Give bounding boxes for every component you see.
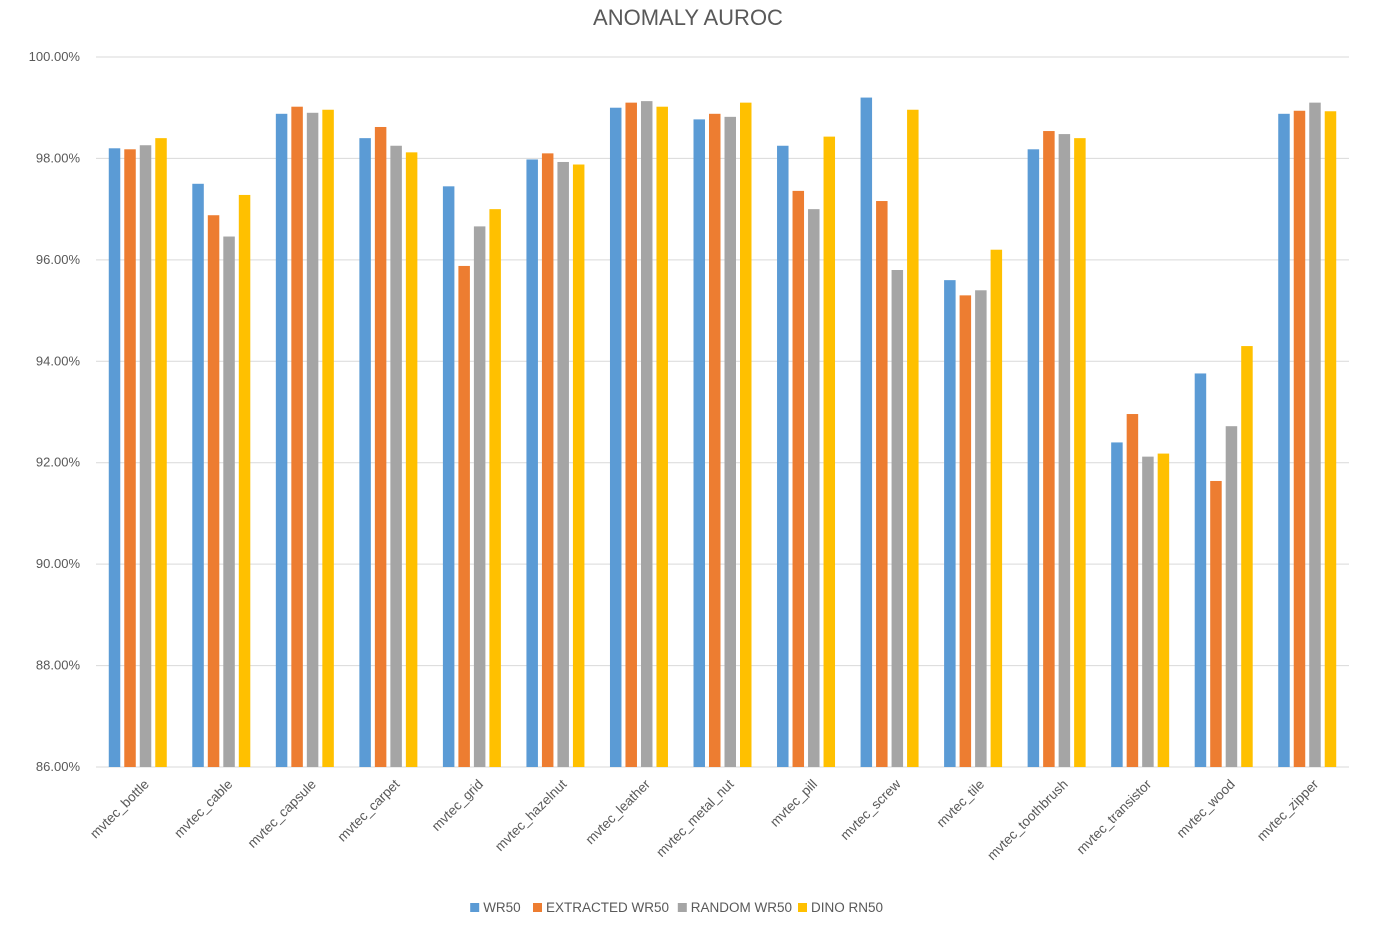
bar-wr50-mvtec_hazelnut [526, 159, 538, 767]
bar-random-wr50-mvtec_leather [640, 101, 653, 767]
bar-extracted-wr50-mvtec_leather [625, 102, 637, 767]
bar-wr50-mvtec_capsule [275, 113, 288, 768]
y-axis-ticks: 86.00% 88.00% 90.00% 92.00% 94.00% 96.00% 98.0… [29, 49, 81, 774]
x-tick-label: mvtec_tile [934, 777, 988, 831]
bar-random-wr50-mvtec_screw [891, 270, 904, 767]
bar-random-wr50-mvtec_bottle [139, 145, 152, 767]
legend-swatch [798, 903, 807, 912]
bar-wr50-mvtec_zipper [1278, 113, 1290, 768]
bar-dino-rn50-mvtec_grid [489, 209, 501, 768]
bar-random-wr50-mvtec_toothbrush [1058, 134, 1071, 768]
bar-wr50-mvtec_transistor [1111, 442, 1123, 767]
legend-swatch [677, 903, 687, 912]
bar-dino-rn50-mvtec_bottle [155, 138, 167, 768]
x-tick-label: mvtec_hazelnut [492, 776, 570, 854]
y-tick-label: 98.00% [36, 150, 81, 165]
x-tick-label: mvtec_metal_nut [653, 776, 736, 859]
x-tick-label: mvtec_cable [171, 777, 235, 841]
gridlines [96, 56, 1349, 768]
bar-random-wr50-mvtec_metal_nut [724, 116, 736, 768]
bar-extracted-wr50-mvtec_metal_nut [709, 113, 721, 768]
x-tick-label: mvtec_pill [767, 777, 820, 830]
x-tick-label: mvtec_zipper [1254, 776, 1322, 844]
bar-dino-rn50-mvtec_tile [990, 249, 1003, 767]
bar-extracted-wr50-mvtec_capsule [291, 106, 303, 767]
bar-extracted-wr50-mvtec_bottle [124, 149, 136, 768]
x-tick-label: mvtec_grid [429, 777, 486, 834]
x-tick-label: mvtec_bottle [87, 777, 152, 842]
bar-wr50-mvtec_metal_nut [693, 119, 705, 768]
bar-random-wr50-mvtec_carpet [390, 145, 402, 767]
bar-random-wr50-mvtec_zipper [1309, 102, 1321, 767]
x-tick-label: mvtec_wood [1174, 777, 1238, 841]
bar-dino-rn50-mvtec_leather [656, 106, 668, 767]
bar-dino-rn50-mvtec_zipper [1324, 111, 1337, 767]
bar-dino-rn50-mvtec_carpet [405, 152, 418, 768]
bar-dino-rn50-mvtec_wood [1241, 346, 1253, 767]
bar-wr50-mvtec_wood [1194, 373, 1207, 767]
bar-dino-rn50-mvtec_toothbrush [1074, 138, 1086, 768]
y-tick-label: 88.00% [36, 658, 81, 673]
bar-random-wr50-mvtec_hazelnut [557, 161, 569, 767]
bar-wr50-mvtec_grid [442, 186, 455, 768]
bar-wr50-mvtec_pill [777, 145, 789, 767]
bar-random-wr50-mvtec_transistor [1142, 456, 1154, 767]
chart-title: ANOMALY AUROC [593, 5, 783, 30]
bar-wr50-mvtec_screw [860, 97, 873, 768]
bar-extracted-wr50-mvtec_wood [1210, 480, 1222, 767]
bar-wr50-mvtec_bottle [108, 148, 121, 768]
bar-wr50-mvtec_tile [944, 280, 956, 767]
x-tick-label: mvtec_carpet [335, 776, 403, 844]
bar-random-wr50-mvtec_pill [808, 209, 820, 768]
bar-extracted-wr50-mvtec_screw [876, 201, 888, 767]
y-tick-label: 94.00% [36, 353, 81, 368]
bar-wr50-mvtec_leather [609, 107, 622, 767]
bar-random-wr50-mvtec_capsule [306, 112, 319, 768]
bar-extracted-wr50-mvtec_transistor [1126, 414, 1139, 767]
y-tick-label: 96.00% [36, 252, 81, 267]
x-axis-ticks: mvtec_bottle mvtec_cable mvtec_capsule mvte… [87, 776, 1322, 863]
bar-extracted-wr50-mvtec_hazelnut [541, 153, 554, 767]
legend-swatch [533, 903, 542, 912]
legend-label: WR50 [483, 900, 521, 915]
bar-random-wr50-mvtec_grid [473, 226, 486, 767]
y-tick-label: 92.00% [36, 455, 81, 470]
x-tick-label: mvtec_capsule [245, 777, 319, 851]
bar-dino-rn50-mvtec_cable [238, 194, 251, 767]
bar-extracted-wr50-mvtec_grid [458, 265, 470, 767]
legend-label: EXTRACTED WR50 [546, 900, 669, 915]
bar-dino-rn50-mvtec_capsule [322, 109, 334, 767]
bar-dino-rn50-mvtec_hazelnut [572, 164, 585, 767]
y-tick-label: 86.00% [36, 759, 81, 774]
legend: WR50 EXTRACTED WR50 RANDOM WR50 DINO RN50 [470, 900, 883, 915]
bar-extracted-wr50-mvtec_zipper [1293, 110, 1306, 767]
bar-dino-rn50-mvtec_metal_nut [740, 102, 752, 767]
bar-dino-rn50-mvtec_transistor [1157, 453, 1170, 767]
bar-extracted-wr50-mvtec_tile [959, 295, 972, 767]
bar-wr50-mvtec_cable [192, 183, 204, 768]
bar-dino-rn50-mvtec_screw [907, 109, 919, 767]
x-tick-label: mvtec_transistor [1074, 776, 1155, 857]
y-tick-label: 90.00% [36, 556, 81, 571]
bar-random-wr50-mvtec_cable [223, 236, 235, 767]
y-tick-label: 100.00% [29, 49, 81, 64]
bar-extracted-wr50-mvtec_toothbrush [1043, 131, 1055, 768]
bar-extracted-wr50-mvtec_pill [792, 190, 805, 767]
bar-wr50-mvtec_toothbrush [1027, 149, 1040, 768]
bars [108, 97, 1337, 768]
bar-random-wr50-mvtec_tile [975, 290, 987, 767]
bar-wr50-mvtec_carpet [359, 138, 371, 768]
bar-extracted-wr50-mvtec_carpet [374, 126, 387, 767]
x-tick-label: mvtec_toothbrush [984, 777, 1070, 863]
bar-random-wr50-mvtec_wood [1225, 426, 1238, 767]
bar-extracted-wr50-mvtec_cable [207, 215, 220, 767]
legend-swatch [470, 903, 480, 912]
legend-label: RANDOM WR50 [691, 900, 792, 915]
x-tick-label: mvtec_leather [583, 776, 654, 847]
x-tick-label: mvtec_screw [837, 776, 903, 842]
legend-label: DINO RN50 [811, 900, 883, 915]
bar-dino-rn50-mvtec_pill [823, 136, 836, 767]
